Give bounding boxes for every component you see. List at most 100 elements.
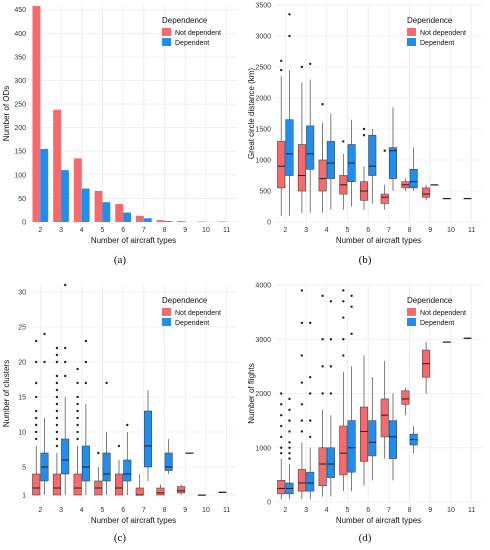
chart-svg-b: 0 500 1000 1500 2000 2500 3000 3500 2 3 4 5 6 7 8 9 10 11… <box>247 3 482 245</box>
outlier-point <box>84 381 88 385</box>
bar <box>143 218 152 222</box>
outlier-point <box>308 392 312 395</box>
outlier-point <box>55 360 59 364</box>
outlier-point <box>300 354 304 357</box>
outlier-point <box>362 134 366 137</box>
legend-title: Dependence <box>162 296 208 305</box>
outlier-point <box>300 321 304 325</box>
x-tick-label: 11 <box>223 227 230 234</box>
y-tick-label: 1000 <box>255 158 271 165</box>
outlier-point <box>308 321 312 325</box>
x-tick-label: 3 <box>59 507 63 514</box>
outlier-point <box>288 441 291 444</box>
y-tick-label: 1500 <box>255 127 271 134</box>
x-tick-label: 5 <box>345 507 349 514</box>
y-tick-label: 0 <box>267 500 271 507</box>
outlier-point <box>55 444 59 448</box>
box <box>73 473 82 496</box>
outlier-point <box>300 381 304 384</box>
legend-label: Dependent <box>175 40 209 47</box>
x-tick-label: 8 <box>408 507 412 514</box>
outlier-point <box>362 127 366 131</box>
outlier-point <box>308 62 312 66</box>
outlier-point <box>329 338 333 341</box>
outlier-point <box>342 316 345 319</box>
outlier-point <box>76 423 79 427</box>
x-tick-label: 10 <box>447 227 455 234</box>
y-tick-label: 1000 <box>255 445 271 452</box>
bar <box>102 202 111 222</box>
outlier-point <box>280 392 283 395</box>
box <box>297 144 306 192</box>
y-tick-label: 500 <box>259 189 271 196</box>
outlier-point <box>84 360 88 364</box>
box <box>114 473 124 496</box>
box <box>277 480 286 495</box>
box <box>388 420 398 459</box>
outlier-point <box>288 408 291 411</box>
outlier-point <box>342 338 345 341</box>
box <box>156 487 165 496</box>
outlier-point <box>55 388 59 392</box>
box <box>368 134 377 176</box>
outlier-point <box>55 416 59 420</box>
chart-panel-b: 0 500 1000 1500 2000 2500 3000 3500 2 3 4 5 6 7 8 9 10 11… <box>245 0 490 250</box>
legend-swatch <box>162 38 171 46</box>
box <box>306 471 315 492</box>
x-tick-label: 8 <box>163 507 167 514</box>
y-tick-label: 3000 <box>255 34 271 41</box>
outlier-point <box>97 451 100 455</box>
box <box>177 486 186 494</box>
panel-label-c: (c) <box>113 532 127 544</box>
y-axis-label: Great circle distance (km) <box>247 68 256 159</box>
outlier-point <box>35 360 38 364</box>
x-tick-label: 2 <box>38 227 42 234</box>
outlier-point <box>76 416 79 420</box>
x-tick-label: 7 <box>387 227 391 234</box>
outlier-point <box>55 437 59 441</box>
x-axis-label: Number of aircraft types <box>91 236 176 245</box>
outlier-point <box>280 403 283 406</box>
outlier-point <box>35 437 38 441</box>
y-tick-label: 350 <box>14 54 26 61</box>
outlier-point <box>43 360 46 364</box>
x-tick-label: 7 <box>142 227 146 234</box>
x-tick-label: 7 <box>142 507 146 514</box>
outlier-point <box>321 294 324 298</box>
legend-label: Not dependent <box>420 30 466 37</box>
x-tick-label: 6 <box>121 507 125 514</box>
outlier-point <box>329 392 333 395</box>
outlier-point <box>350 294 353 298</box>
bar <box>164 221 173 222</box>
x-tick-label: 3 <box>304 507 308 514</box>
x-tick-label: 9 <box>428 227 432 234</box>
x-tick-label: 8 <box>163 227 167 234</box>
legend-label: Not dependent <box>420 310 466 317</box>
box <box>409 169 418 189</box>
outlier-point <box>126 423 129 427</box>
outlier-point <box>342 140 345 143</box>
box <box>81 445 90 482</box>
y-tick-label: 20 <box>18 360 26 367</box>
box <box>32 473 41 496</box>
outlier-point <box>342 289 345 292</box>
outlier-point <box>76 430 79 434</box>
x-tick-label: 11 <box>223 507 230 514</box>
bar <box>135 215 144 222</box>
x-tick-label: 3 <box>304 227 308 234</box>
outlier-point <box>350 332 353 336</box>
panel-label-d: (d) <box>358 532 372 544</box>
outlier-point <box>280 451 283 455</box>
box <box>306 125 315 170</box>
box <box>277 141 286 189</box>
x-tick-label: 3 <box>59 227 63 234</box>
y-tick-label: 3500 <box>255 3 271 10</box>
box <box>297 469 306 492</box>
legend-swatch <box>162 28 171 36</box>
chart-panel-c: 1 5 10 15 20 25 30 2 3 4 5 6 7 8 9 10 11 Number of aircra… <box>0 280 245 530</box>
box <box>326 141 335 179</box>
bar <box>115 204 124 222</box>
outlier-point <box>76 367 79 371</box>
y-tick-label: 15 <box>18 395 26 402</box>
